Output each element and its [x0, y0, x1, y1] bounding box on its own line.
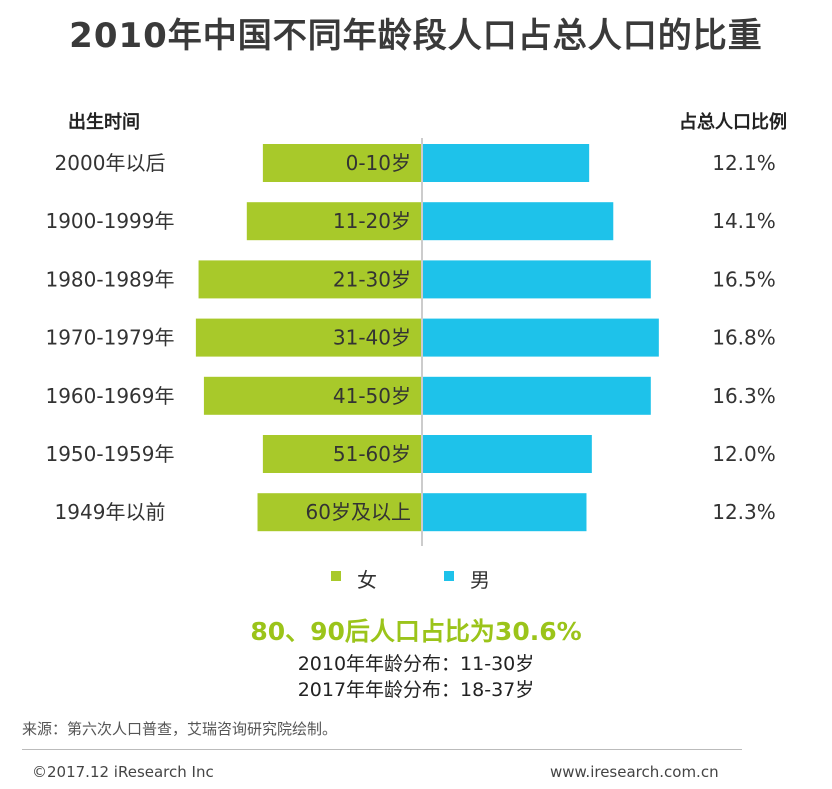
copyright: ©2017.12 iResearch Inc	[32, 763, 214, 781]
share-header: 占总人口比例	[679, 112, 787, 133]
distribution-2010: 2010年年龄分布：11-30岁	[297, 653, 535, 675]
share-value-label: 16.3%	[712, 384, 776, 408]
bar-female	[195, 318, 421, 357]
bar-male	[423, 260, 651, 299]
bar-female	[262, 144, 421, 182]
source-note: 来源：第六次人口普查，艾瑞咨询研究院绘制。	[22, 720, 338, 738]
share-value-label: 16.5%	[712, 267, 776, 291]
bar-female	[257, 493, 421, 532]
birth-period-label: 1950-1959年	[45, 442, 174, 466]
age-group-label: 60岁及以上	[306, 500, 411, 524]
share-value-label: 12.3%	[712, 500, 776, 524]
legend-male-swatch	[444, 571, 454, 581]
footer-divider	[22, 749, 742, 750]
bar-female	[198, 260, 421, 299]
age-group-label: 51-60岁	[333, 442, 411, 466]
share-value-label: 12.0%	[712, 442, 776, 466]
age-group-label: 11-20岁	[333, 209, 411, 233]
bar-male	[423, 493, 587, 532]
bar-male	[423, 202, 614, 241]
legend-female-label: 女	[357, 568, 377, 592]
birth-period-label: 1980-1989年	[45, 267, 174, 291]
legend-female-swatch	[331, 571, 341, 581]
legend-male-label: 男	[470, 568, 490, 592]
distribution-2017: 2017年年龄分布：18-37岁	[297, 679, 535, 701]
bar-female	[262, 435, 421, 473]
age-group-label: 21-30岁	[333, 267, 411, 291]
birth-period-label: 1970-1979年	[45, 326, 174, 350]
bar-male	[423, 435, 592, 473]
age-group-label: 31-40岁	[333, 326, 411, 350]
chart-title: 2010年中国不同年龄段人口占总人口的比重	[69, 16, 763, 56]
birth-period-label: 2000年以后	[55, 151, 166, 175]
bar-male	[423, 376, 651, 415]
share-value-label: 16.8%	[712, 326, 776, 350]
birth-period-label: 1900-1999年	[45, 209, 174, 233]
population-pyramid-chart: 0-10岁 2000年以后 12.1% 11-20岁 1900-1999年 14.1% 21…	[45, 138, 776, 546]
birth-period-label: 1960-1969年	[45, 384, 174, 408]
share-value-label: 12.1%	[712, 151, 776, 175]
age-group-label: 41-50岁	[333, 384, 411, 408]
birth-period-header: 出生时间	[68, 112, 140, 133]
highlight-text: 80、90后人口占比为30.6%	[250, 617, 582, 646]
bar-female	[246, 202, 421, 241]
bar-male	[423, 318, 659, 357]
bar-female	[203, 376, 421, 415]
birth-period-label: 1949年以前	[55, 500, 166, 524]
share-value-label: 14.1%	[712, 209, 776, 233]
age-group-label: 0-10岁	[346, 151, 411, 175]
website: www.iresearch.com.cn	[550, 763, 719, 781]
legend: 女 男	[0, 564, 832, 592]
bar-male	[423, 144, 590, 182]
